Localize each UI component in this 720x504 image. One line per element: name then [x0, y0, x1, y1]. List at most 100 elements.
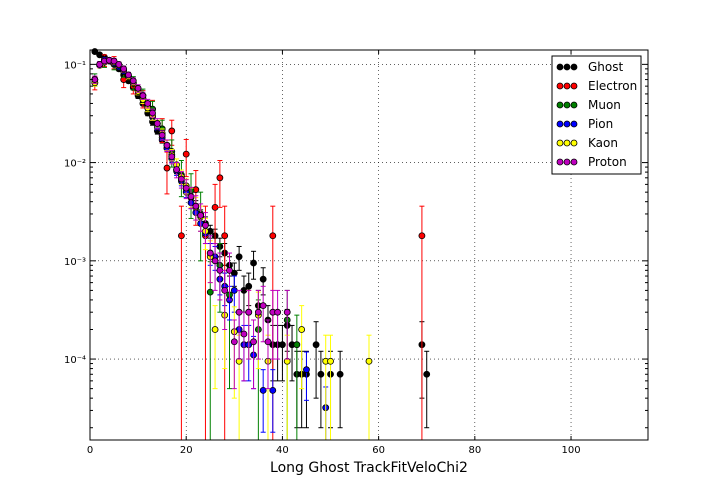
data-point — [139, 92, 147, 100]
legend-marker — [563, 139, 571, 147]
data-point — [187, 193, 195, 201]
legend-marker — [556, 120, 564, 128]
data-point — [158, 131, 166, 139]
y-tick-label: 10⁻⁴ — [64, 355, 86, 366]
y-tick-label: 10⁻² — [64, 159, 86, 170]
data-point — [177, 232, 185, 240]
data-point — [365, 357, 373, 365]
data-point — [250, 338, 257, 346]
data-point — [230, 338, 238, 346]
legend-marker — [556, 158, 564, 166]
legend-marker — [556, 63, 564, 71]
y-tick-label: 10⁻³ — [64, 257, 86, 268]
legend-marker — [570, 101, 578, 109]
legend-item-ghost: Ghost — [556, 60, 623, 74]
legend-marker — [556, 82, 564, 90]
legend-marker — [563, 63, 571, 71]
data-point — [120, 65, 128, 73]
series-proton — [91, 56, 291, 390]
data-point — [303, 366, 310, 374]
data-point — [177, 175, 185, 183]
data-point — [216, 266, 224, 274]
legend-marker — [556, 139, 564, 147]
x-tick-label: 60 — [372, 445, 385, 456]
data-point — [173, 166, 180, 173]
data-point — [240, 330, 248, 338]
data-point — [144, 100, 152, 107]
data-point — [221, 232, 229, 240]
data-point — [197, 212, 205, 219]
x-axis-label: Long Ghost TrackFitVeloChi2 — [270, 460, 468, 476]
data-point — [259, 275, 267, 283]
data-point — [168, 153, 176, 161]
data-point — [153, 120, 161, 127]
x-tick-label: 20 — [180, 445, 193, 456]
data-point — [274, 308, 282, 316]
data-point — [206, 249, 214, 257]
data-point — [235, 253, 243, 261]
data-layer — [91, 48, 431, 440]
data-point — [423, 370, 431, 378]
legend-item-kaon: Kaon — [556, 136, 618, 150]
x-tick-label: 80 — [468, 445, 481, 456]
data-point — [216, 174, 224, 182]
data-point — [134, 84, 142, 92]
legend-marker — [563, 82, 571, 90]
axis-ticks: 0 20 40 60 80 100 10⁻⁴ 10⁻³ 10⁻² 10⁻¹ — [64, 50, 648, 456]
data-point — [226, 266, 233, 274]
x-tick-label: 40 — [276, 445, 289, 456]
legend-item-muon: Muon — [556, 98, 621, 112]
data-point — [192, 202, 200, 210]
legend-marker — [570, 120, 578, 128]
data-point — [254, 308, 262, 316]
data-point — [211, 257, 219, 265]
data-point — [149, 109, 156, 117]
legend-marker — [563, 101, 571, 109]
data-point — [312, 341, 320, 349]
x-tick-label: 100 — [561, 445, 580, 456]
legend-marker — [570, 63, 578, 71]
legend-marker — [570, 139, 578, 147]
data-point — [211, 203, 219, 211]
data-point — [336, 370, 344, 378]
legend-item-electron: Electron — [556, 79, 637, 93]
legend-marker — [563, 158, 571, 166]
data-point — [125, 71, 132, 79]
data-point — [182, 184, 190, 192]
data-point — [250, 259, 257, 267]
data-point — [235, 308, 243, 316]
data-point — [269, 232, 277, 240]
data-point — [202, 221, 209, 229]
legend-marker — [570, 158, 578, 166]
legend-label: Proton — [588, 155, 627, 169]
data-point — [110, 57, 118, 65]
data-point — [129, 77, 137, 85]
data-point — [298, 326, 306, 333]
x-tick-label: 0 — [87, 445, 93, 456]
data-point — [279, 341, 286, 349]
data-point — [245, 308, 253, 316]
data-point — [163, 141, 171, 149]
legend: Ghost Electron Muon Pion Kaon Proton — [551, 55, 642, 175]
legend-box — [551, 55, 642, 175]
data-point — [269, 386, 277, 394]
legend-item-pion: Pion — [556, 117, 613, 131]
data-point — [327, 357, 334, 365]
legend-label: Electron — [588, 79, 637, 93]
data-point — [230, 286, 238, 294]
data-point — [259, 302, 267, 310]
data-point — [163, 164, 171, 172]
data-point — [293, 341, 301, 349]
data-point — [317, 370, 325, 378]
y-tick-label: 10⁻¹ — [64, 60, 86, 71]
data-point — [211, 326, 219, 333]
data-point — [182, 150, 190, 158]
legend-item-proton: Proton — [556, 155, 627, 169]
data-point — [245, 282, 253, 290]
data-point — [115, 60, 123, 68]
legend-marker — [556, 101, 564, 109]
data-point — [264, 338, 272, 346]
legend-label: Pion — [588, 117, 613, 131]
legend-label: Muon — [588, 98, 621, 112]
